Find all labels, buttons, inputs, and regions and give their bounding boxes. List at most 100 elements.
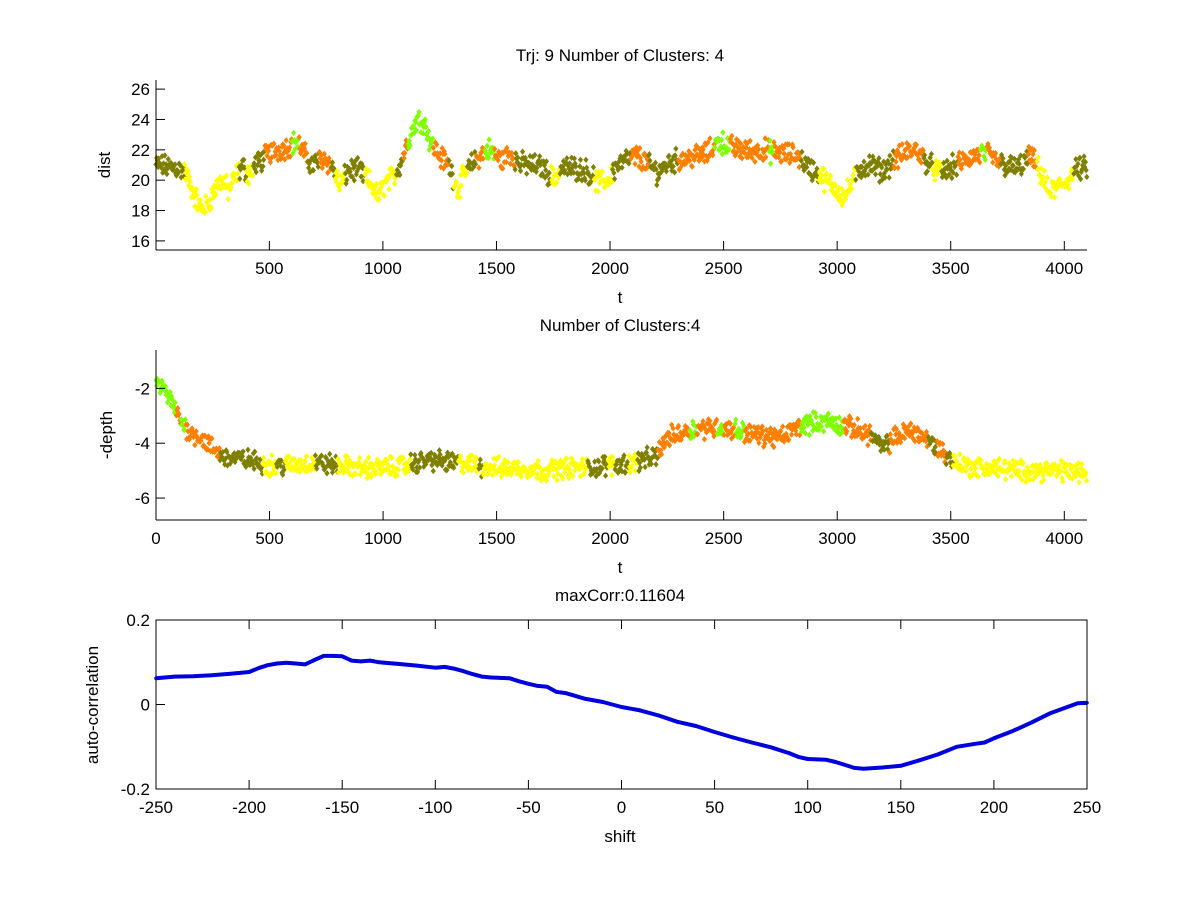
scatter-point-cluster-1 — [615, 468, 622, 476]
scatter-point-cluster-3 — [681, 158, 687, 165]
scatter-point-cluster-1 — [572, 160, 578, 167]
scatter-point-cluster-2 — [575, 462, 581, 469]
scatter-point-cluster-4 — [840, 428, 846, 435]
scatter-point-cluster-1 — [322, 465, 328, 472]
scatter-point-cluster-1 — [314, 465, 320, 472]
scatter-point-cluster-2 — [1075, 459, 1081, 467]
scatter-point-cluster-1 — [260, 163, 266, 170]
scatter-point-cluster-3 — [942, 458, 948, 466]
scatter-point-cluster-1 — [447, 459, 453, 466]
scatter-point-cluster-4 — [154, 382, 160, 390]
scatter-point-cluster-4 — [813, 413, 819, 421]
scatter-point-cluster-3 — [632, 160, 638, 168]
scatter-point-cluster-3 — [438, 157, 445, 164]
scatter-point-cluster-1 — [881, 158, 887, 165]
scatter-point-cluster-4 — [732, 420, 738, 427]
autocorr-point — [1048, 711, 1052, 716]
scatter-point-cluster-1 — [156, 155, 162, 162]
scatter-point-cluster-3 — [894, 439, 900, 447]
scatter-point-cluster-2 — [374, 180, 380, 188]
scatter-point-cluster-1 — [946, 171, 952, 178]
scatter-point-cluster-1 — [329, 163, 335, 171]
scatter-point-cluster-3 — [704, 157, 710, 164]
scatter-point-cluster-2 — [374, 456, 380, 463]
scatter-point-cluster-2 — [385, 462, 391, 469]
scatter-point-cluster-4 — [490, 147, 496, 155]
scatter-point-cluster-3 — [792, 424, 798, 431]
scatter-point-cluster-1 — [601, 457, 607, 464]
scatter-point-cluster-1 — [347, 168, 353, 175]
scatter-point-cluster-3 — [670, 425, 676, 432]
scatter-point-cluster-1 — [432, 453, 438, 460]
scatter-point-cluster-2 — [202, 209, 208, 216]
scatter-point-cluster-3 — [753, 144, 759, 151]
autocorr-point — [545, 685, 549, 689]
scatter-point-cluster-2 — [380, 468, 386, 475]
scatter-point-cluster-2 — [632, 467, 639, 475]
scatter-point-cluster-3 — [899, 141, 905, 148]
autocorr-point — [396, 662, 400, 666]
scatter-point-cluster-3 — [784, 423, 791, 431]
scatter-point-cluster-2 — [490, 464, 496, 472]
scatter-point-cluster-1 — [1001, 166, 1007, 173]
scatter-point-cluster-3 — [750, 146, 756, 153]
scatter-point-cluster-2 — [982, 471, 988, 478]
scatter-point-cluster-3 — [844, 428, 850, 435]
scatter-point-cluster-2 — [994, 458, 1000, 465]
x-tick-label: 250 — [1073, 798, 1101, 817]
scatter-point-cluster-2 — [1064, 461, 1070, 468]
autocorr-point — [284, 660, 289, 665]
scatter-point-cluster-1 — [809, 177, 815, 184]
scatter-point-cluster-1 — [327, 450, 333, 458]
scatter-point-cluster-3 — [918, 159, 924, 166]
scatter-point-cluster-2 — [487, 467, 493, 475]
scatter-point-cluster-1 — [258, 463, 265, 471]
scatter-point-cluster-3 — [729, 132, 735, 140]
scatter-point-cluster-1 — [590, 163, 597, 171]
scatter-point-cluster-2 — [460, 469, 466, 476]
scatter-point-cluster-3 — [853, 430, 859, 437]
scatter-point-cluster-2 — [975, 473, 981, 480]
scatter-point-cluster-2 — [1083, 469, 1089, 477]
scatter-point-cluster-1 — [306, 160, 312, 167]
scatter-point-cluster-3 — [977, 159, 983, 166]
scatter-point-cluster-3 — [893, 431, 899, 438]
scatter-point-cluster-1 — [257, 456, 263, 463]
scatter-point-cluster-3 — [324, 161, 330, 169]
scatter-point-cluster-1 — [609, 166, 616, 173]
scatter-point-cluster-1 — [414, 464, 420, 471]
scatter-point-cluster-1 — [453, 455, 459, 462]
scatter-point-cluster-1 — [615, 166, 621, 173]
scatter-point-cluster-1 — [567, 160, 573, 167]
scatter-point-cluster-3 — [919, 430, 925, 437]
scatter-point-cluster-1 — [1078, 168, 1084, 176]
scatter-point-cluster-1 — [439, 462, 445, 469]
scatter-point-cluster-2 — [1083, 477, 1090, 484]
scatter-point-cluster-3 — [786, 436, 792, 443]
scatter-point-cluster-2 — [464, 169, 470, 176]
scatter-point-cluster-2 — [581, 470, 588, 477]
autocorr-x-axis-label: shift — [604, 827, 635, 846]
scatter-point-cluster-2 — [836, 184, 842, 192]
scatter-point-cluster-1 — [329, 159, 336, 166]
scatter-point-cluster-1 — [623, 147, 629, 155]
scatter-point-cluster-2 — [1002, 476, 1009, 483]
scatter-point-cluster-3 — [846, 422, 852, 429]
scatter-point-cluster-1 — [944, 157, 950, 165]
scatter-point-cluster-2 — [357, 454, 363, 462]
scatter-point-cluster-1 — [327, 460, 333, 468]
depth-x-ticks: 0 500 1000 1500 2000 2500 3000 3500 4000 — [151, 511, 1083, 548]
scatter-point-cluster-3 — [479, 149, 485, 156]
scatter-point-cluster-2 — [346, 457, 353, 464]
scatter-point-cluster-2 — [402, 469, 408, 477]
scatter-point-cluster-1 — [530, 166, 537, 173]
scatter-point-cluster-4 — [416, 108, 422, 116]
scatter-point-cluster-1 — [240, 448, 246, 455]
scatter-point-cluster-2 — [378, 470, 384, 478]
scatter-point-cluster-2 — [496, 453, 502, 460]
scatter-point-cluster-2 — [562, 465, 569, 472]
scatter-point-cluster-3 — [942, 449, 949, 457]
autocorr-point — [954, 745, 959, 749]
scatter-point-cluster-2 — [554, 476, 560, 484]
scatter-point-cluster-2 — [400, 454, 406, 462]
